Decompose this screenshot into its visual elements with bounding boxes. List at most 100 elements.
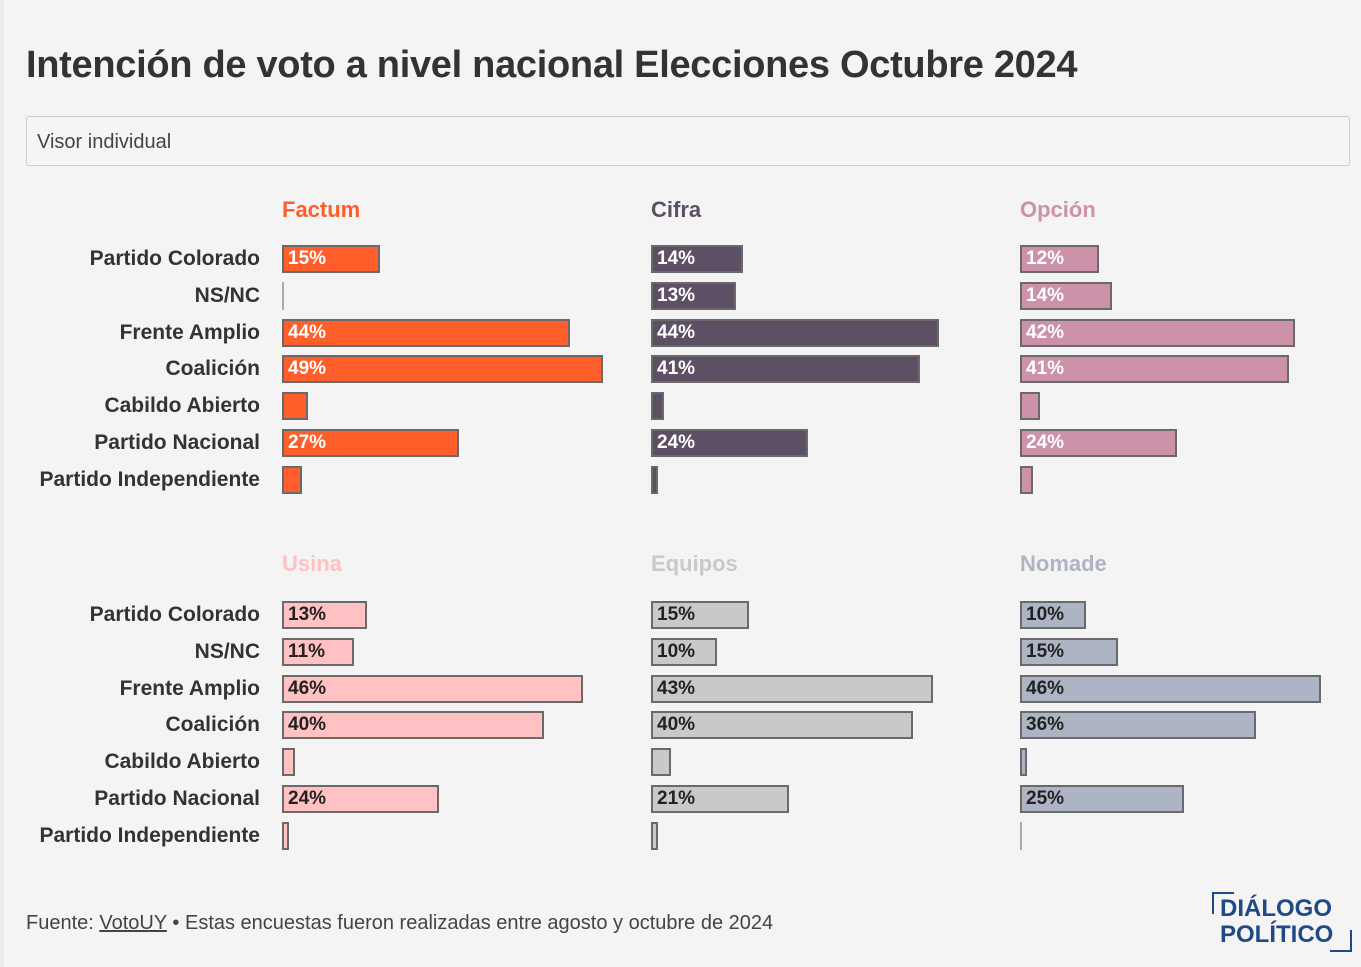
bar-value-label: 24% — [1026, 432, 1065, 453]
bar-value-label: 10% — [1026, 604, 1065, 625]
bar-value-label: 10% — [657, 640, 696, 662]
bar-value-label: 44% — [288, 321, 327, 343]
category-label: Frente Amplio — [119, 320, 260, 344]
bar-nomade[interactable] — [1020, 748, 1027, 777]
bar-factum[interactable] — [282, 281, 284, 310]
source-note: • Estas encuestas fueron realizadas entr… — [166, 912, 774, 934]
bar-usina[interactable] — [282, 601, 368, 629]
dialogo-politico-logo: DIÁLOGO POLÍTICO — [1212, 892, 1352, 952]
bar-equipos[interactable] — [651, 637, 717, 666]
bar-value-label: 36% — [1026, 714, 1065, 736]
bar-value-label: 11% — [288, 640, 325, 662]
bar-value-label: 21% — [657, 788, 696, 809]
panel-title-equipos: Equipos — [651, 551, 738, 576]
bar-value-label: 40% — [288, 714, 327, 736]
bar-value-label: 24% — [288, 788, 327, 809]
bar-value-label: 12% — [1026, 248, 1065, 269]
bar-value-label: 41% — [1026, 358, 1065, 380]
bar-value-label: 43% — [657, 677, 696, 699]
panel-title-usina: Usina — [282, 551, 342, 576]
logo-line2: POLÍTICO — [1220, 921, 1334, 948]
category-label: Partido Colorado — [89, 247, 260, 270]
bar-cifra[interactable] — [651, 318, 940, 347]
bar-cifra[interactable] — [651, 392, 665, 421]
bar-value-label: 49% — [288, 358, 327, 380]
bar-equipos[interactable] — [651, 785, 789, 813]
bar-usina[interactable] — [282, 785, 440, 813]
bar-factum[interactable] — [282, 465, 302, 494]
bar-nomade[interactable] — [1020, 711, 1256, 740]
bar-opción[interactable] — [1020, 429, 1178, 457]
bar-cifra[interactable] — [651, 245, 743, 273]
bar-nomade[interactable] — [1020, 601, 1086, 629]
bar-nomade[interactable] — [1020, 637, 1119, 666]
bar-factum[interactable] — [282, 355, 603, 384]
bar-cifra[interactable] — [651, 429, 809, 457]
bar-usina[interactable] — [282, 674, 584, 703]
bar-value-label: 41% — [657, 358, 696, 380]
bar-value-label: 46% — [288, 677, 327, 699]
bar-nomade[interactable] — [1020, 821, 1022, 850]
category-label: Partido Independiente — [39, 467, 260, 491]
bar-usina[interactable] — [282, 711, 544, 740]
logo-bracket-bottom-right — [1330, 930, 1352, 952]
category-label: Partido Nacional — [94, 431, 260, 454]
bar-opción[interactable] — [1020, 318, 1296, 347]
category-label: Coalición — [165, 713, 260, 737]
bar-equipos[interactable] — [651, 601, 750, 629]
panel-title-factum: Factum — [282, 197, 361, 222]
logo-line1: DIÁLOGO — [1220, 895, 1332, 922]
bar-opción[interactable] — [1020, 355, 1289, 384]
bar-cifra[interactable] — [651, 465, 658, 494]
panel-title-opción: Opción — [1020, 197, 1096, 222]
bar-factum[interactable] — [282, 318, 571, 347]
bar-usina[interactable] — [282, 637, 355, 666]
bar-value-label: 24% — [657, 432, 696, 453]
bar-cifra[interactable] — [651, 355, 920, 384]
bar-equipos[interactable] — [651, 748, 671, 777]
bar-opción[interactable] — [1020, 281, 1112, 310]
bar-cifra[interactable] — [651, 281, 737, 310]
bar-usina[interactable] — [282, 821, 289, 850]
bar-opción[interactable] — [1020, 465, 1034, 494]
bar-value-label: 13% — [288, 604, 327, 625]
category-label: NS/NC — [194, 283, 260, 307]
bar-value-label: 40% — [657, 714, 696, 736]
category-label: Partido Nacional — [94, 787, 260, 810]
bar-factum[interactable] — [282, 429, 459, 457]
bar-value-label: 15% — [1026, 640, 1065, 662]
category-label: Cabildo Abierto — [104, 750, 260, 774]
bar-value-label: 42% — [1026, 321, 1065, 343]
bar-value-label: 13% — [657, 284, 696, 306]
bar-nomade[interactable] — [1020, 674, 1322, 703]
bar-value-label: 25% — [1026, 788, 1065, 809]
category-label: Coalición — [165, 357, 260, 381]
bar-value-label: 14% — [1026, 284, 1065, 306]
bar-equipos[interactable] — [651, 674, 933, 703]
category-label: Partido Independiente — [39, 823, 260, 847]
bar-factum[interactable] — [282, 245, 381, 273]
bar-equipos[interactable] — [651, 821, 658, 850]
bar-opción[interactable] — [1020, 392, 1040, 421]
panel-title-cifra: Cifra — [651, 197, 702, 222]
logo-bracket-top-left — [1212, 892, 1234, 914]
source-prefix: Fuente: — [26, 912, 100, 934]
bar-factum[interactable] — [282, 392, 309, 421]
category-label: Partido Colorado — [89, 603, 260, 626]
bar-value-label: 15% — [657, 604, 696, 625]
bar-usina[interactable] — [282, 748, 296, 777]
bar-value-label: 46% — [1026, 677, 1065, 699]
source-link[interactable]: VotoUY — [99, 912, 167, 934]
category-label: Frente Amplio — [119, 676, 260, 700]
bar-value-label: 14% — [657, 248, 696, 269]
source-footer: Fuente: VotoUY • Estas encuestas fueron … — [26, 912, 773, 935]
category-label: Cabildo Abierto — [104, 394, 260, 418]
viewer-selector[interactable]: Visor individual — [26, 116, 1350, 166]
bar-nomade[interactable] — [1020, 785, 1184, 813]
bar-opción[interactable] — [1020, 245, 1099, 273]
bar-equipos[interactable] — [651, 711, 913, 740]
panel-title-nomade: Nomade — [1020, 551, 1107, 576]
chart-title: Intención de voto a nivel nacional Elecc… — [26, 44, 1078, 86]
bar-value-label: 15% — [288, 248, 327, 269]
bar-value-label: 27% — [288, 432, 327, 453]
